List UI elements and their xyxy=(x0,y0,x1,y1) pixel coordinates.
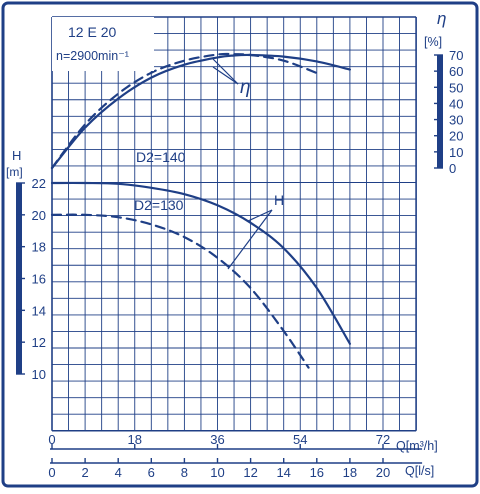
eta-curve-label: η xyxy=(240,77,251,98)
head-axis-tick-label: 10 xyxy=(32,367,46,382)
head-axis-tick-label: 20 xyxy=(32,208,46,223)
flow-axis-m3h-title: Q[m³/h] xyxy=(396,439,438,453)
eta-axis-tick-label: 70 xyxy=(449,48,463,63)
chart-title-model: 12 E 20 xyxy=(68,24,116,40)
flow-axis-ls-tick-label: 10 xyxy=(210,465,224,480)
eta-axis-tick-label: 60 xyxy=(449,64,463,79)
head-axis-symbol: H xyxy=(12,148,21,163)
annotation-layer: 12 E 20 n=2900min⁻¹ η [%] H [m] Q[m³/h] … xyxy=(6,9,446,478)
head-axis-tick-label: 22 xyxy=(32,176,46,191)
head-leader-line xyxy=(227,209,273,270)
head-axis-tick-label: 16 xyxy=(32,272,46,287)
flow-axis-ls-tick-label: 12 xyxy=(243,465,257,480)
series-line-efficiency-solid xyxy=(50,53,351,170)
series-label-d140: D2=140 xyxy=(136,149,186,165)
flow-axis-ls-tick-label: 4 xyxy=(115,465,122,480)
flow-axis-ls-tick-label: 8 xyxy=(181,465,188,480)
eta-axis-tick-label: 20 xyxy=(449,129,463,144)
head-axis-unit: [m] xyxy=(6,165,23,179)
eta-leader-line xyxy=(212,58,239,85)
flow-axis-ls-tick-label: 14 xyxy=(276,465,290,480)
title-box xyxy=(52,17,154,71)
flow-axis-m3h-tick-label: 18 xyxy=(128,432,142,447)
eta-leader-line xyxy=(212,66,239,85)
head-curve-label: H xyxy=(274,192,284,208)
eta-axis-unit: [%] xyxy=(424,35,442,49)
eta-axis-tick-label: 40 xyxy=(449,96,463,111)
flow-axis-ls-tick-label: 16 xyxy=(310,465,324,480)
head-leader-line xyxy=(247,209,273,222)
eta-axis-symbol: η xyxy=(437,9,446,28)
eta-axis-tick-label: 30 xyxy=(449,113,463,128)
eta-axis-tick-label: 0 xyxy=(449,161,456,176)
head-axis-tick-label: 14 xyxy=(32,303,46,318)
flow-axis-m3h-tick-label: 54 xyxy=(293,432,307,447)
flow-axis-ls-tick-label: 0 xyxy=(48,465,55,480)
eta-axis-tick-label: 50 xyxy=(449,80,463,95)
flow-axis-ls-tick-label: 6 xyxy=(148,465,155,480)
head-axis-tick-label: 18 xyxy=(32,240,46,255)
flow-axis-m3h-tick-label: 36 xyxy=(210,432,224,447)
head-axis-tick-label: 12 xyxy=(32,335,46,350)
flow-axis-ls-tick-label: 20 xyxy=(376,465,390,480)
flow-axis-m3h-tick-label: 0 xyxy=(48,432,55,447)
flow-axis-m3h-tick-label: 72 xyxy=(376,432,390,447)
series-line-head-dashed xyxy=(50,213,310,369)
eta-axis-tick-label: 10 xyxy=(449,145,463,160)
flow-axis-ls-tick-label: 2 xyxy=(81,465,88,480)
chart-title-speed: n=2900min⁻¹ xyxy=(56,49,129,63)
series-layer xyxy=(50,52,351,369)
eta-axis-bar xyxy=(437,55,443,168)
series-label-d130: D2=130 xyxy=(134,197,184,213)
flow-axis-ls-title: Q[l/s] xyxy=(405,464,434,478)
series-line-head-solid xyxy=(50,181,351,345)
series-line-efficiency-dashed xyxy=(50,52,322,170)
flow-axis-ls-tick-label: 18 xyxy=(343,465,357,480)
